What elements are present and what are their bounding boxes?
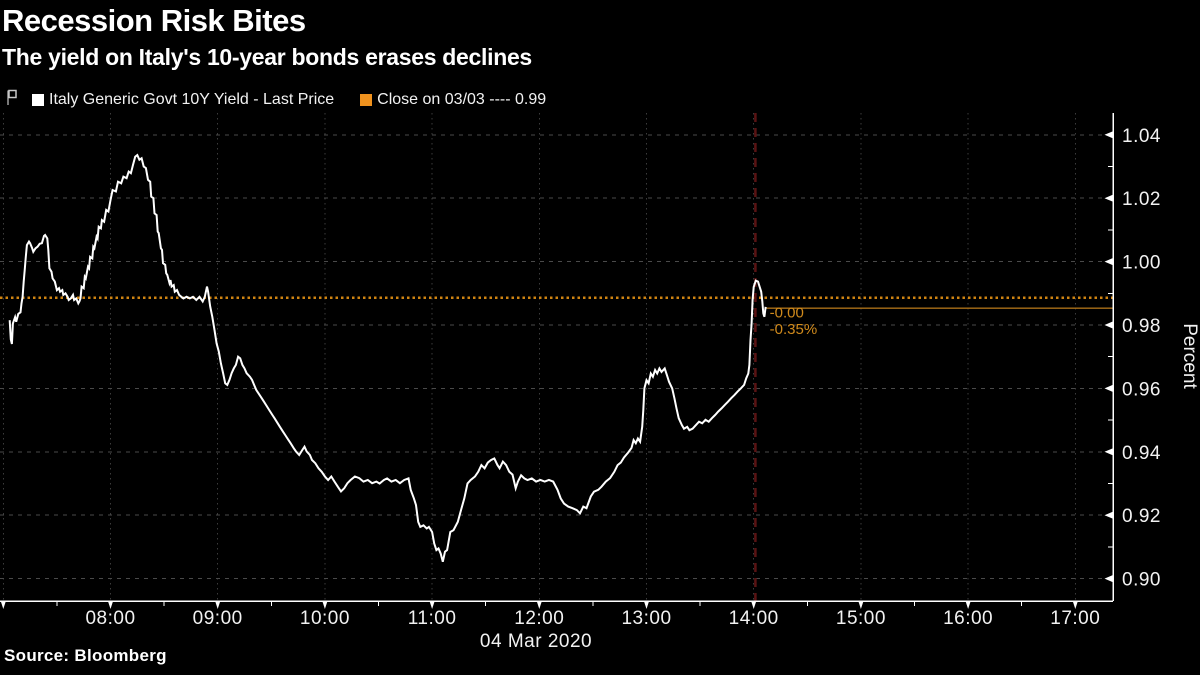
x-axis-major-tick <box>536 601 542 609</box>
series-swatch <box>32 94 44 106</box>
x-axis-tick-label: 11:00 <box>408 608 457 629</box>
y-axis-tick-label: 0.96 <box>1122 379 1161 400</box>
y-axis-tick-label: 1.02 <box>1122 189 1161 210</box>
y-axis-tick-label: 0.94 <box>1122 443 1161 464</box>
price-line-series <box>8 153 767 563</box>
x-axis-tick-label: 13:00 <box>621 608 671 629</box>
y-axis-major-tick <box>1104 321 1113 329</box>
x-axis-tick-label: 14:00 <box>729 608 779 629</box>
y-axis-tick-label: 0.98 <box>1122 316 1161 337</box>
y-axis-major-tick <box>1104 258 1113 266</box>
chart-legend: Italy Generic Govt 10Y Yield - Last Pric… <box>6 89 572 111</box>
x-axis-major-tick <box>215 601 221 609</box>
y-axis-major-tick <box>1104 575 1113 583</box>
y-axis-major-tick <box>1104 194 1113 202</box>
y-axis-tick-label: 0.90 <box>1122 570 1161 591</box>
x-axis-major-tick <box>751 601 757 609</box>
close-line-legend-label: Close on 03/03 ---- 0.99 <box>377 91 547 108</box>
x-axis-tick-label: 12:00 <box>514 608 564 629</box>
series-legend-label: Italy Generic Govt 10Y Yield - Last Pric… <box>49 91 335 108</box>
page-title: Recession Risk Bites <box>2 3 306 38</box>
x-axis-tick-label: 08:00 <box>85 608 135 629</box>
x-axis-major-tick <box>107 601 114 609</box>
y-axis-title: Percent <box>1179 323 1200 389</box>
y-axis-major-tick <box>1104 448 1113 456</box>
chart-subtitle: The yield on Italy's 10-year bonds erase… <box>2 44 532 70</box>
y-axis-major-tick <box>1104 511 1113 519</box>
close-line-swatch <box>360 94 373 106</box>
x-axis-tick-label: 09:00 <box>193 608 243 629</box>
x-axis-major-tick <box>1072 601 1078 609</box>
price-change-annotation: -0.00 <box>770 304 804 321</box>
x-axis-major-tick <box>429 601 435 609</box>
x-axis-major-tick <box>322 601 328 609</box>
y-axis-tick-label: 1.00 <box>1122 253 1161 274</box>
x-axis-tick-label: 16:00 <box>943 608 993 629</box>
y-axis-major-tick <box>1104 384 1113 392</box>
price-change-annotation: -0.35% <box>770 321 818 338</box>
x-axis-major-tick <box>643 601 650 609</box>
x-axis-tick-label: 10:00 <box>300 608 350 629</box>
y-axis-major-tick <box>1104 131 1113 139</box>
x-axis-major-tick <box>0 601 6 609</box>
y-axis-tick-label: 0.92 <box>1122 506 1161 527</box>
source-attribution: Source: Bloomberg <box>4 646 167 665</box>
x-axis-tick-label: 15:00 <box>836 608 886 629</box>
y-axis-tick-label: 1.04 <box>1122 126 1161 147</box>
x-axis-tick-label: 17:00 <box>1050 608 1100 629</box>
chart-annotation-pin-icon <box>6 89 18 111</box>
x-axis-date-label: 04 Mar 2020 <box>480 631 592 652</box>
x-axis-major-tick <box>965 601 971 609</box>
x-axis-major-tick <box>858 601 864 609</box>
